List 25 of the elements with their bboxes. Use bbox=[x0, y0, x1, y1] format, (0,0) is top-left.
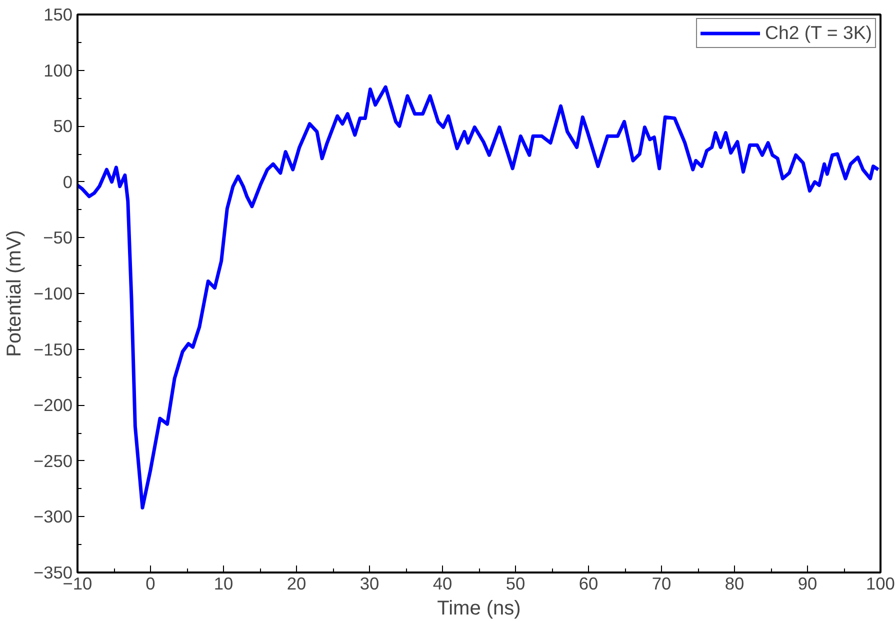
y-tick-label: 50 bbox=[53, 116, 73, 136]
y-axis-title: Potential (mV) bbox=[3, 230, 26, 357]
x-tick-label: 0 bbox=[146, 574, 156, 594]
x-tick-label: 90 bbox=[798, 574, 818, 594]
x-tick-label: 100 bbox=[866, 574, 895, 594]
y-tick-label: −50 bbox=[43, 228, 73, 248]
x-tick-label: 50 bbox=[506, 574, 526, 594]
y-tick-label: −100 bbox=[33, 284, 72, 304]
y-tick-label: −200 bbox=[33, 395, 72, 416]
y-tick-label: −300 bbox=[33, 506, 72, 527]
x-tick-label: 30 bbox=[360, 574, 380, 594]
line-series bbox=[78, 85, 880, 510]
y-tick-label: −250 bbox=[33, 450, 72, 471]
legend-label: Ch2 (T = 3K) bbox=[765, 22, 872, 44]
x-axis-title: Time (ns) bbox=[437, 598, 521, 620]
x-tick-label: 40 bbox=[432, 574, 452, 594]
x-tick-label: 10 bbox=[214, 574, 234, 594]
x-tick-label: 20 bbox=[286, 574, 306, 594]
x-tick-label: 80 bbox=[724, 574, 744, 594]
y-tick-label: 0 bbox=[62, 172, 73, 192]
y-tick-label: 150 bbox=[44, 4, 73, 24]
x-tick-label: 60 bbox=[578, 574, 598, 594]
y-tick-label: 100 bbox=[44, 60, 73, 80]
x-tick-label: 70 bbox=[652, 574, 672, 594]
y-tick-label: −150 bbox=[33, 339, 72, 360]
